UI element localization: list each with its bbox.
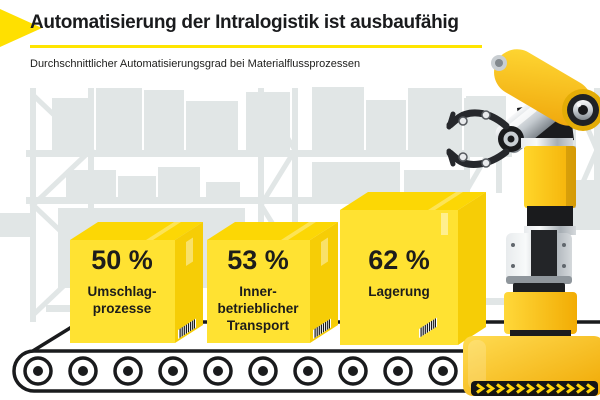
robot-base [463, 336, 600, 396]
barcode-icon [313, 318, 331, 339]
box-2-label: 53 % Inner- betrieblicher Transport [204, 245, 312, 334]
conveyor-rollers [23, 356, 458, 386]
rack-top-shelf-boxes [52, 87, 506, 150]
box-3-value: 62 % [368, 245, 430, 275]
barcode-icon [178, 318, 196, 339]
box-1-value: 50 % [91, 245, 153, 275]
page-subtitle: Durchschnittlicher Automatisierungsgrad … [30, 58, 361, 70]
box-2-category-line-1: Inner- [239, 284, 277, 299]
title-arrow-icon [0, 9, 42, 47]
barcode-icon [419, 317, 437, 338]
hazard-stripe-icon [471, 381, 598, 396]
box-3-category-line-1: Lagerung [368, 284, 430, 299]
box-1-category-line-2: prozesse [92, 301, 152, 316]
cardboard-box-3 [340, 192, 486, 345]
box-2-category-line-3: Transport [226, 318, 290, 333]
conveyor-belt [12, 320, 600, 393]
robot-arm-icon [446, 49, 600, 396]
robot-shoulder-bearing [562, 89, 600, 131]
box-2-category-line-2: betrieblicher [217, 301, 299, 316]
robot-joint-box [504, 292, 577, 334]
robot-gripper-icon [446, 109, 510, 168]
box-1-category-line-1: Umschlag- [87, 284, 157, 299]
page-title: Automatisierung der Intralogistik ist au… [30, 12, 459, 33]
title-underline [30, 45, 482, 48]
box-1-label: 50 % Umschlag- prozesse [66, 245, 178, 317]
box-3-label: 62 % Lagerung [338, 245, 460, 300]
cardboard-box-2 [207, 222, 338, 343]
cardboard-box-1 [70, 222, 203, 343]
box-2-value: 53 % [227, 245, 289, 275]
